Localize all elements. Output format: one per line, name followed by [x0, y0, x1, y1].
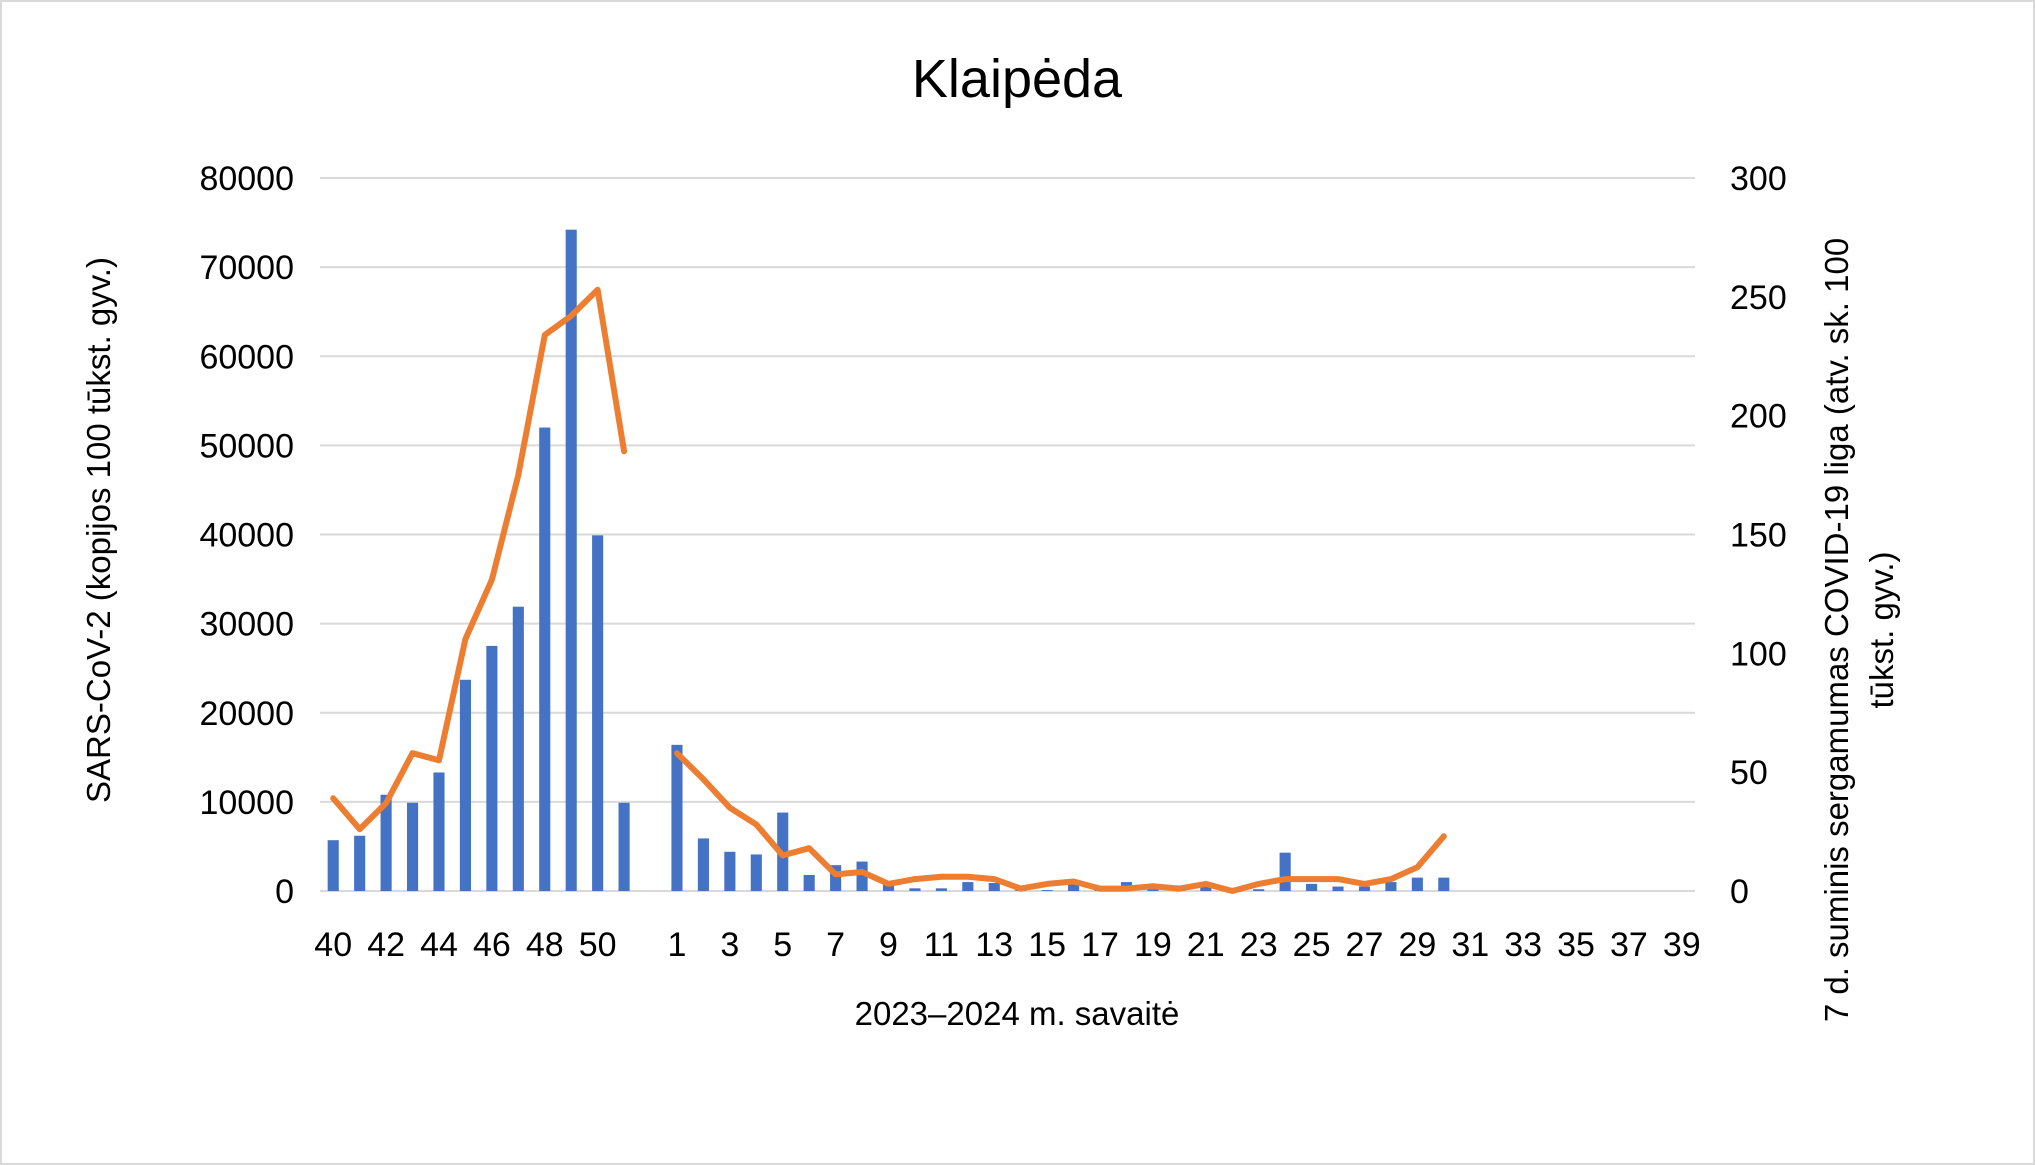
x-tick-label: 27: [1346, 926, 1384, 964]
line-path: [330, 286, 1447, 894]
line-series: [330, 286, 1447, 894]
bar: [803, 874, 815, 891]
x-tick-label: 25: [1293, 926, 1331, 964]
bar: [1411, 877, 1423, 891]
left-tick-label: 0: [275, 873, 294, 911]
left-tick-label: 40000: [199, 517, 294, 555]
x-tick-label: 3: [720, 926, 739, 964]
right-tick-label: 0: [1730, 873, 1749, 911]
left-axis-title: SARS-CoV-2 (kopijos 100 tūkst. gyv.): [80, 257, 117, 803]
bar: [988, 882, 1000, 891]
bar: [327, 840, 339, 891]
x-tick-label: 15: [1028, 926, 1066, 964]
x-tick-label: 31: [1451, 926, 1489, 964]
right-tick-label: 300: [1730, 160, 1787, 198]
bar: [592, 535, 604, 891]
bar: [830, 865, 842, 891]
bar: [539, 427, 551, 891]
bar: [909, 888, 921, 891]
bar: [1253, 889, 1265, 891]
bar: [697, 838, 709, 891]
bar: [962, 882, 974, 891]
bar: [380, 794, 392, 891]
x-tick-label: 33: [1504, 926, 1542, 964]
right-tick-label: 200: [1730, 398, 1787, 436]
x-tick-label: 23: [1240, 926, 1278, 964]
bar: [1438, 877, 1450, 891]
x-tick-label: 44: [420, 926, 458, 964]
bar: [1279, 852, 1291, 891]
chart-title: Klaipėda: [912, 49, 1123, 109]
left-tick-label: 10000: [199, 784, 294, 822]
x-tick-label: 35: [1557, 926, 1595, 964]
left-tick-label: 70000: [199, 249, 294, 287]
bar: [750, 854, 762, 891]
x-tick-label: 5: [773, 926, 792, 964]
bar: [671, 744, 683, 891]
bar: [856, 861, 868, 891]
right-axis-title-line-2: tūkst. gyv.): [1863, 551, 1900, 708]
x-tick-label: 46: [473, 926, 511, 964]
x-tick-label: 37: [1610, 926, 1648, 964]
bar: [1068, 881, 1080, 891]
x-axis-title: 2023–2024 m. savaitė: [855, 995, 1180, 1032]
x-tick-label: 40: [314, 926, 352, 964]
x-tick-label: 42: [367, 926, 405, 964]
left-tick-label: 60000: [199, 338, 294, 376]
bar: [724, 851, 736, 891]
right-tick-label: 150: [1730, 517, 1787, 555]
left-tick-label: 80000: [199, 160, 294, 198]
x-tick-label: 13: [975, 926, 1013, 964]
right-tick-label: 100: [1730, 635, 1787, 673]
bar: [1385, 882, 1397, 891]
x-tick-label: 50: [579, 926, 617, 964]
x-tick-label: 9: [879, 926, 898, 964]
left-axis-ticks: 0 10000 20000 30000 40000 50000 60000 70000 8000…: [199, 160, 294, 911]
left-tick-label: 50000: [199, 427, 294, 465]
left-tick-label: 30000: [199, 606, 294, 644]
x-tick-label: 1: [668, 926, 687, 964]
bar: [1147, 889, 1159, 891]
bar: [433, 772, 445, 891]
right-tick-label: 250: [1730, 279, 1787, 317]
bar: [1041, 890, 1053, 891]
bar: [1358, 886, 1371, 891]
bar: [486, 645, 498, 891]
x-tick-label: 21: [1187, 926, 1225, 964]
x-tick-label: 11: [924, 926, 959, 964]
x-tick-label: 29: [1398, 926, 1436, 964]
bar: [935, 888, 947, 891]
bar: [354, 835, 366, 891]
bar: [406, 802, 419, 891]
x-axis-ticks: 40 42 44 46 48 50 1 3 5 7 9 11 13 15 17 19 21 23 25 27 29 31 3…: [314, 926, 1700, 964]
bar: [512, 606, 524, 891]
bar: [1200, 883, 1212, 891]
left-tick-label: 20000: [199, 695, 294, 733]
bar: [1306, 883, 1318, 891]
bar: [1332, 886, 1344, 891]
right-axis-title-line-1: 7 d. suminis sergamumas COVID-19 liga (a…: [1818, 238, 1855, 1022]
x-tick-label: 17: [1081, 926, 1119, 964]
x-tick-label: 19: [1134, 926, 1172, 964]
bar: [565, 229, 577, 891]
right-axis-ticks: 0 50 100 150 200 250 300: [1730, 160, 1787, 911]
x-tick-label: 39: [1663, 926, 1701, 964]
bar: [618, 802, 630, 891]
bar: [459, 679, 471, 891]
x-tick-label: 7: [826, 926, 845, 964]
x-tick-label: 48: [526, 926, 564, 964]
right-tick-label: 50: [1730, 754, 1768, 792]
